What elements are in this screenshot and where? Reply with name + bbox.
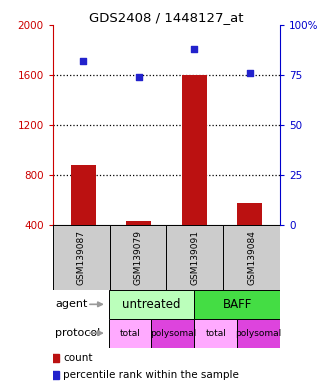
Text: untreated: untreated xyxy=(122,298,181,311)
Bar xyxy=(237,319,280,348)
Text: total: total xyxy=(205,329,226,338)
Bar xyxy=(53,225,109,290)
Text: count: count xyxy=(63,353,92,363)
Text: protocol: protocol xyxy=(55,328,100,338)
Bar xyxy=(237,204,262,225)
Text: percentile rank within the sample: percentile rank within the sample xyxy=(63,370,239,380)
Text: GSM139087: GSM139087 xyxy=(77,230,86,285)
Text: GSM139091: GSM139091 xyxy=(190,230,199,285)
Text: agent: agent xyxy=(55,299,87,310)
Bar xyxy=(108,319,151,348)
Text: polysomal: polysomal xyxy=(236,329,282,338)
Title: GDS2408 / 1448127_at: GDS2408 / 1448127_at xyxy=(89,11,244,24)
Bar xyxy=(194,290,280,319)
Text: total: total xyxy=(120,329,140,338)
Point xyxy=(247,70,252,76)
Text: BAFF: BAFF xyxy=(222,298,252,311)
Bar xyxy=(182,75,207,225)
Bar xyxy=(166,225,223,290)
Bar xyxy=(109,225,166,290)
Point xyxy=(192,46,197,52)
Bar xyxy=(151,319,194,348)
Bar xyxy=(126,221,151,225)
Bar xyxy=(108,290,194,319)
Point xyxy=(136,74,141,80)
Bar xyxy=(223,225,280,290)
Bar xyxy=(194,319,237,348)
Bar xyxy=(71,165,96,225)
Text: polysomal: polysomal xyxy=(150,329,196,338)
Text: GSM139084: GSM139084 xyxy=(247,230,256,285)
Text: GSM139079: GSM139079 xyxy=(133,230,142,285)
Point xyxy=(81,58,86,64)
